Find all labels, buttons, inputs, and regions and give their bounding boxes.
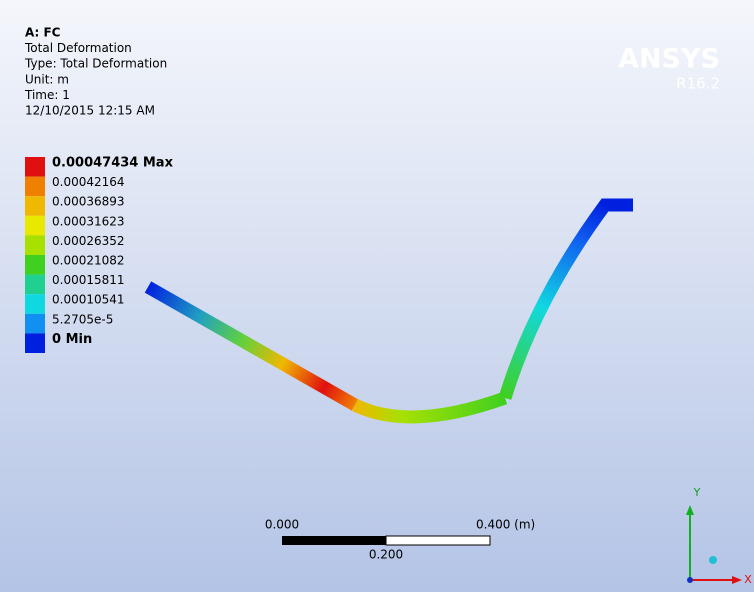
logo-brand: ANSYS xyxy=(618,44,720,75)
legend-swatch xyxy=(25,333,45,353)
x-label: X xyxy=(744,573,752,586)
header-line: A: FC xyxy=(25,26,61,40)
scale-black xyxy=(282,536,386,545)
legend-swatch xyxy=(25,177,45,197)
scale-right: 0.400 (m) xyxy=(476,518,535,532)
legend-swatch xyxy=(25,196,45,216)
y-label: Y xyxy=(693,486,701,499)
legend-swatch xyxy=(25,275,45,295)
scale-white xyxy=(386,536,490,545)
legend-label: 0.00031623 xyxy=(52,214,125,228)
legend-label: 0.00036893 xyxy=(52,195,125,209)
legend-label: 0 Min xyxy=(52,332,92,347)
legend-label: 0.00026352 xyxy=(52,234,125,248)
legend-swatch xyxy=(25,255,45,275)
legend-label: 0.00015811 xyxy=(52,273,125,287)
legend-swatch xyxy=(25,314,45,334)
z-ball xyxy=(709,556,717,564)
legend-label: 0.00010541 xyxy=(52,293,125,307)
legend-swatch xyxy=(25,294,45,314)
origin xyxy=(687,577,693,583)
scale-middle: 0.200 xyxy=(369,548,403,562)
logo-version: R16.2 xyxy=(676,75,720,93)
legend-swatch xyxy=(25,157,45,177)
header-line: Unit: m xyxy=(25,72,69,86)
scale-left: 0.000 xyxy=(265,518,299,532)
legend-label: 0.00042164 xyxy=(52,175,125,189)
header-line: Type: Total Deformation xyxy=(24,57,167,71)
header-line: 12/10/2015 12:15 AM xyxy=(25,104,155,118)
viewport: A: FCTotal Deformation Type: Total Deform… xyxy=(0,0,754,592)
legend-swatch xyxy=(25,216,45,236)
legend-label: 0.00047434 Max xyxy=(52,156,174,171)
legend-swatch xyxy=(25,235,45,255)
legend-label: 5.2705e-5 xyxy=(52,312,113,326)
legend-label: 0.00021082 xyxy=(52,254,125,268)
header-line: Total Deformation xyxy=(24,41,132,55)
header-line: Time: 1 xyxy=(24,88,70,102)
